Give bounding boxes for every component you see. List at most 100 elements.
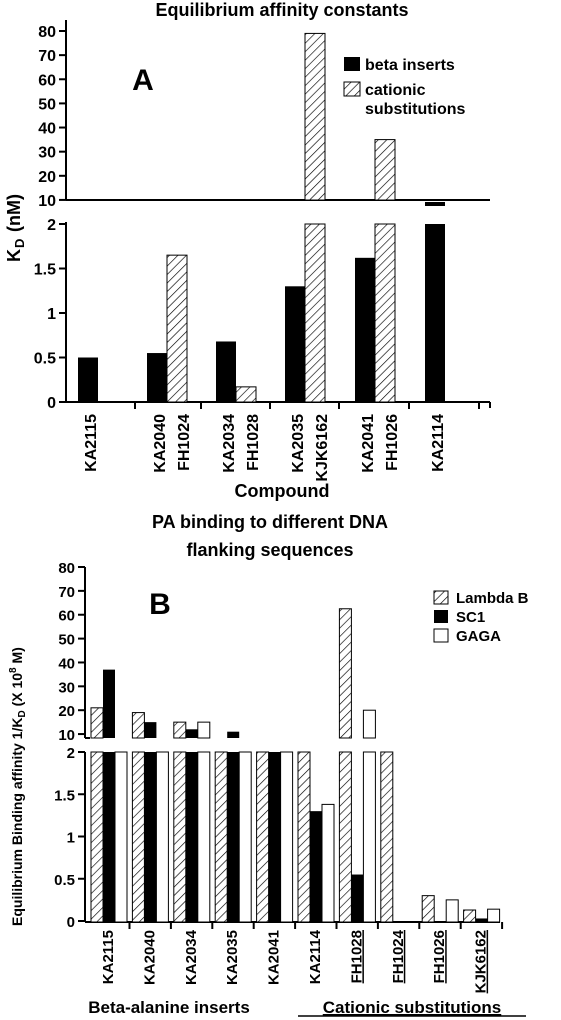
bar-sc1-ka2115-upper — [103, 669, 115, 738]
panel-b-axis-break-gap — [84, 739, 504, 751]
panel-b-y-title: Equilibrium Binding affinity 1/KD (X 108… — [8, 647, 28, 926]
panel-a-x-title: Compound — [235, 481, 330, 501]
legend-label-lambda-b: Lambda B — [456, 590, 529, 607]
panel-b-ytick-label: 20 — [58, 703, 75, 720]
bar-gaga-fh1026 — [445, 899, 459, 923]
panel-b-ytick-label: 1 — [67, 830, 75, 847]
x-label-kjk6162: KJK6162 — [314, 414, 331, 482]
x-label-ka2041: KA2041 — [266, 930, 283, 985]
panel-b-ytick-label: 1.5 — [54, 787, 75, 804]
bar-sc1-ka2041 — [268, 752, 281, 922]
bar-beta-ka2041 — [355, 257, 375, 402]
bar-cationic-kjk6162-upper — [304, 32, 326, 201]
bar-lambda-b-fh1026 — [421, 895, 435, 923]
bar-cationic-fh1026 — [374, 223, 396, 403]
panel-a-ylabel-sub: D — [12, 239, 27, 248]
panel-a-x-tick-labels: KA2115 KA2040 FH1024 KA2034 FH1028 KA2035 KJK6… — [83, 402, 480, 482]
bar-gaga-fh1028 — [362, 751, 376, 923]
bar-gaga-ka2035 — [238, 751, 252, 923]
panel-b-ytick-label: 80 — [58, 560, 75, 577]
x-label-fh1026: FH1026 — [384, 414, 401, 471]
x-label-ka2041: KA2041 — [360, 414, 377, 473]
legend-label-gaga: GAGA — [456, 628, 501, 645]
legend-swatch-beta-inserts — [344, 57, 360, 71]
panel-a-ytick-label: 2 — [47, 217, 56, 234]
bar-lambda-b-ka2034 — [173, 751, 187, 923]
x-label-ka2114: KA2114 — [307, 929, 324, 984]
bar-sc1-ka2035 — [227, 752, 240, 922]
bar-lambda-b-ka2115 — [90, 751, 104, 923]
bar-lambda-b-fh1028 — [338, 751, 352, 923]
panel-b-ytick-label: 50 — [58, 632, 75, 649]
legend-swatch-gaga — [433, 628, 449, 643]
bar-lambda-b-fh1024 — [380, 751, 394, 923]
legend-label-substitutions: substitutions — [365, 101, 466, 118]
panel-a-ytick-label: 1 — [47, 306, 56, 323]
bar-cationic-fh1024 — [166, 254, 188, 403]
x-label-ka2035: KA2035 — [224, 930, 241, 985]
panel-a-legend: beta inserts cationic substitutions — [343, 57, 466, 118]
bar-gaga-ka2040 — [155, 751, 169, 923]
panel-b-ytick-label: 0 — [67, 914, 75, 931]
panel-a-y-ticks: 0 0.5 1 1.5 2 10 20 30 40 50 60 70 80 — [34, 24, 66, 412]
group-label-cationic: Cationic substitutions — [323, 998, 502, 1017]
panel-b-ytick-label: 70 — [58, 584, 75, 601]
bar-sc1-kjk6162 — [475, 918, 488, 922]
x-label-ka2115: KA2115 — [100, 930, 117, 984]
bar-lambda-b-ka2114 — [297, 751, 311, 923]
bar-lambda-b-ka2115-upper — [90, 707, 104, 739]
panel-b-upper-axes — [84, 567, 90, 739]
bar-lambda-b-ka2035 — [214, 751, 228, 923]
panel-a-ytick-label: 0.5 — [34, 351, 56, 368]
bar-sc1-ka2115 — [103, 752, 115, 922]
panel-a-ytick-label: 20 — [38, 169, 56, 186]
panel-a-ytick-label: 30 — [38, 145, 56, 162]
panel-b-x-ticks — [128, 922, 504, 929]
panel-a-ytick-label: 80 — [38, 24, 56, 41]
bar-beta-ka2114 — [425, 224, 445, 402]
bar-gaga-kjk6162 — [487, 908, 501, 923]
panel-b-ylabel: Equilibrium Binding affinity 1/KD (X 108… — [8, 647, 28, 926]
x-label-fh1028: FH1028 — [245, 414, 262, 471]
x-label-ka2040: KA2040 — [141, 930, 158, 985]
panel-b-label: B — [149, 588, 171, 621]
bar-gaga-ka2034-upper — [197, 721, 211, 739]
bar-lambda-b-ka2034-upper — [173, 721, 187, 739]
legend-swatch-lambda-b — [433, 590, 449, 605]
panel-a-ytick-label: 70 — [38, 48, 56, 65]
legend-label-cationic: cationic — [365, 82, 426, 99]
x-label-ka2034: KA2034 — [183, 929, 200, 985]
legend-swatch-sc1 — [434, 610, 448, 623]
panel-b-y-ticks: 0 0.5 1 1.5 210 20 30 40 50 60 70 80 — [54, 560, 85, 931]
bar-lambda-b-ka2040-upper — [131, 712, 145, 739]
panel-a-y-title: K D (nM) — [4, 194, 27, 262]
legend-label-sc1: SC1 — [456, 609, 485, 626]
bar-lambda-b-ka2041 — [256, 751, 270, 923]
bar-beta-ka2040 — [147, 353, 167, 402]
panel-b-bars — [84, 608, 504, 923]
x-label-ka2034: KA2034 — [221, 414, 238, 473]
bar-beta-ka2115 — [78, 357, 98, 402]
bar-beta-ka2035 — [285, 286, 305, 402]
x-label-kjk6162: KJK6162 — [473, 930, 490, 993]
bar-beta-ka2034 — [216, 341, 236, 402]
panel-b: PA binding to different DNA flanking seq… — [8, 512, 529, 1017]
panel-a-ytick-label: 50 — [38, 96, 56, 113]
bar-lambda-b-kjk6162 — [463, 909, 477, 923]
bar-sc1-ka2114 — [310, 811, 322, 922]
bar-sc1-fh1028 — [351, 874, 364, 922]
bar-lambda-b-fh1028-upper — [338, 608, 352, 739]
x-label-ka2114: KA2114 — [430, 414, 447, 472]
x-label-fh1028: FH1028 — [348, 930, 365, 983]
bar-gaga-ka2115 — [114, 751, 128, 923]
bar-sc1-ka2040 — [144, 752, 157, 922]
x-label-fh1024: FH1024 — [390, 929, 407, 983]
panel-a-label: A — [132, 64, 154, 97]
panel-a-ytick-label: 60 — [38, 72, 56, 89]
panel-b-title-line1: PA binding to different DNA — [152, 512, 388, 532]
panel-b-x-tick-labels: KA2115 KA2040 KA2034 KA2035 KA2041 KA2114 FH10… — [100, 929, 490, 993]
panel-a-bars — [78, 32, 445, 403]
panel-b-ytick-label: 10 — [58, 727, 75, 744]
panel-b-ytick-label: 0.5 — [54, 872, 75, 889]
